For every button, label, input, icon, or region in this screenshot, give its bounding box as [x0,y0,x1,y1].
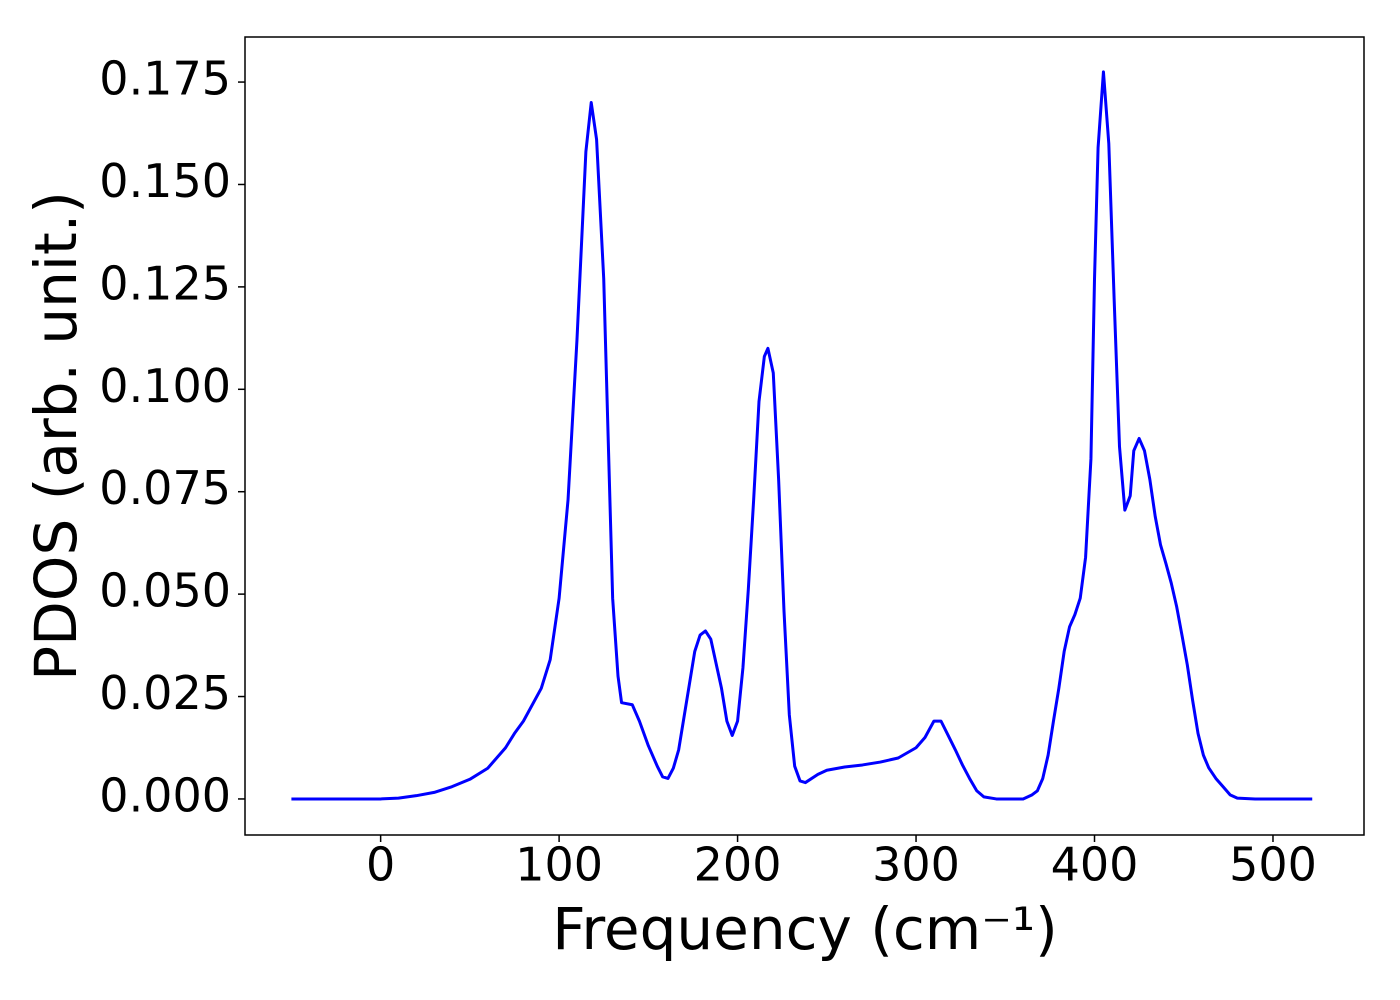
x-tick-label: 300 [872,838,960,892]
y-tick-label: 0.175 [99,52,231,106]
y-tick-label: 0.000 [99,768,231,822]
y-tick-label: 0.150 [99,154,231,208]
x-tick-label: 100 [515,838,603,892]
y-axis-label: PDOS (arb. unit.) [22,191,90,681]
y-tick-label: 0.100 [99,359,231,413]
line-series [291,70,1313,801]
x-tick-label: 0 [366,838,395,892]
y-tick-label: 0.125 [99,256,231,310]
x-axis-label: Frequency (cm⁻¹) [552,895,1058,963]
x-tick-label: 200 [694,838,782,892]
x-tick-label: 500 [1229,838,1317,892]
y-tick-label: 0.075 [99,461,231,515]
y-tick-label: 0.025 [99,666,231,720]
plot-frame [244,36,1365,836]
x-tick-label: 400 [1051,838,1139,892]
y-tick-label: 0.050 [99,564,231,618]
